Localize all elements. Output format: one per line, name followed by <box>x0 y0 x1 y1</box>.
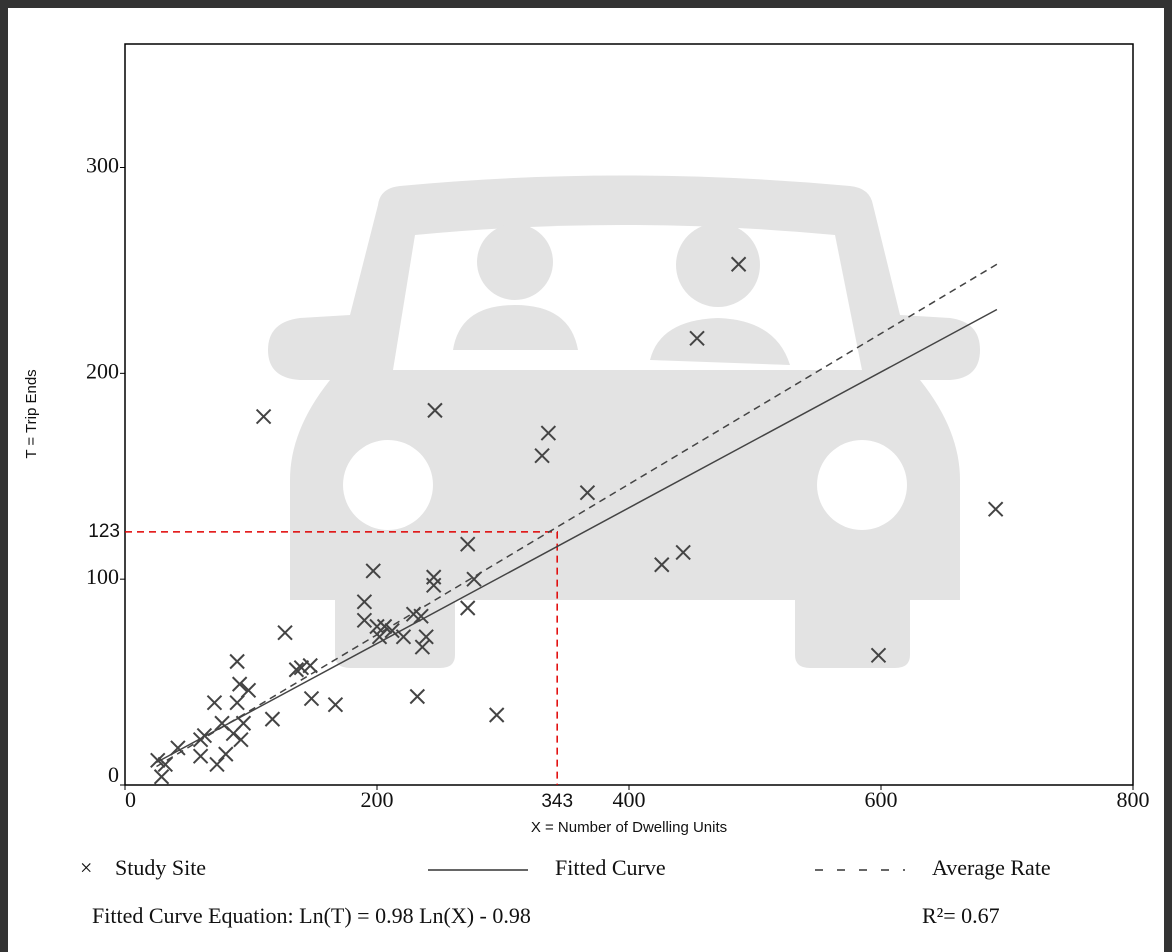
study-site-point <box>730 256 747 272</box>
study-site-point <box>288 662 305 678</box>
study-site-point <box>425 569 442 585</box>
r-squared: R²= 0.67 <box>922 903 1000 928</box>
study-site-point <box>153 769 170 785</box>
x-tick-label: 200 <box>361 787 394 812</box>
study-site-point <box>277 624 293 641</box>
study-site-point <box>579 485 596 501</box>
legend-label: Fitted Curve <box>555 855 666 880</box>
x-tick-label: 400 <box>613 787 646 812</box>
study-site-point <box>255 408 272 425</box>
study-site-point <box>460 536 476 552</box>
study-site-point <box>987 501 1004 517</box>
legend-marker: × <box>80 855 92 880</box>
study-site-point <box>229 653 245 670</box>
y-tick-label: 300 <box>86 153 119 178</box>
reference-y-label: 123 <box>88 521 120 542</box>
study-site-point <box>371 629 388 645</box>
legend-label: Average Rate <box>932 855 1051 880</box>
study-site-point <box>369 618 385 635</box>
y-tick-label: 200 <box>86 358 119 383</box>
study-site-point <box>192 748 209 764</box>
equation: Fitted Curve Equation: Ln(T) = 0.98 Ln(X… <box>92 903 531 928</box>
study-site-point <box>327 697 344 713</box>
y-axis-label: T = Trip Ends <box>23 369 40 458</box>
study-site-point <box>209 756 225 773</box>
x-axis-label: X = Number of Dwelling Units <box>531 819 727 836</box>
reference-x-label: 343 <box>541 791 573 812</box>
study-site-point <box>293 659 310 676</box>
trend-line <box>156 308 998 764</box>
study-site-point <box>376 618 393 635</box>
reference-line <box>125 531 558 785</box>
study-site-point <box>218 746 234 762</box>
y-tick-label: 0 <box>108 762 119 787</box>
study-site-point <box>427 402 443 419</box>
study-site-point <box>689 330 705 347</box>
study-site-point <box>365 563 381 579</box>
study-site-point <box>870 647 887 664</box>
study-site-point <box>414 639 431 655</box>
y-tick-label: 100 <box>86 564 119 589</box>
legend-label: Study Site <box>115 855 206 880</box>
study-site-point <box>675 544 691 561</box>
x-tick-label: 600 <box>865 787 898 812</box>
study-site-point <box>229 694 245 711</box>
study-site-point <box>302 657 318 674</box>
study-site-point <box>233 732 249 748</box>
study-site-point <box>356 612 373 629</box>
study-site-point <box>460 600 476 616</box>
study-site-point <box>409 688 426 705</box>
study-site-point <box>264 711 281 727</box>
study-site-point <box>206 694 223 711</box>
study-site-point <box>418 629 434 645</box>
study-site-point <box>231 676 248 692</box>
study-site-point <box>488 707 505 723</box>
car-people <box>453 223 790 365</box>
study-site-point <box>654 557 670 573</box>
study-site-point <box>303 690 320 707</box>
study-site-point <box>534 447 550 464</box>
study-site-point <box>240 682 257 699</box>
study-site-point <box>356 594 373 610</box>
x-tick-label: 800 <box>1117 787 1150 812</box>
study-site-point <box>540 425 557 441</box>
study-site-point <box>384 622 400 639</box>
x-tick-label: 0 <box>125 787 136 812</box>
study-site-point <box>150 752 166 769</box>
